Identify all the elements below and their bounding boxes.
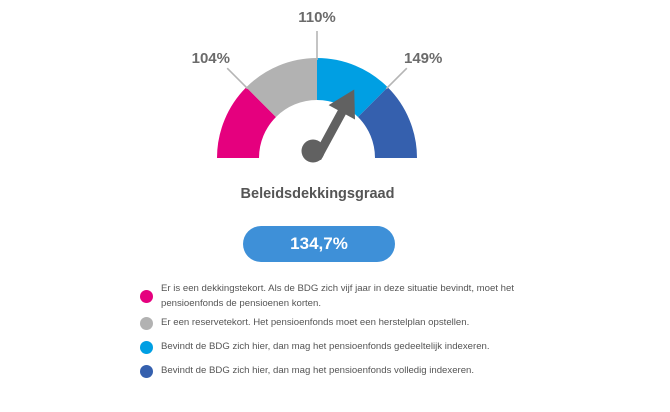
legend-item: Bevindt de BDG zich hier, dan mag het pe…	[140, 339, 531, 354]
legend-item: Er een reservetekort. Het pensioenfonds …	[140, 315, 531, 330]
legend-text: Bevindt de BDG zich hier, dan mag het pe…	[161, 365, 475, 376]
segment-volledig	[358, 87, 417, 158]
legend-dot	[140, 290, 153, 303]
legend-text: Er een reservetekort. Het pensioenfonds …	[161, 317, 470, 328]
threshold-tick-149	[385, 67, 408, 90]
value-badge: 134,7%	[243, 226, 395, 262]
legend-dot	[140, 341, 153, 354]
chart-title: Beleidsdekkingsgraad	[240, 186, 395, 202]
legend-text: Bevindt de BDG zich hier, dan mag het pe…	[161, 341, 490, 352]
threshold-label-149: 149%	[404, 50, 442, 67]
gauge-chart: 104% 110% 149%	[192, 9, 442, 163]
legend-item: Er is een dekkingstekort. Als de BDG zic…	[140, 281, 531, 311]
legend-item: Bevindt de BDG zich hier, dan mag het pe…	[140, 363, 531, 378]
legend-dot	[140, 365, 153, 378]
gauge-needle	[313, 89, 355, 161]
legend-text: Er is een dekkingstekort. Als de BDG zic…	[161, 283, 515, 309]
threshold-tick-104	[226, 67, 249, 90]
needle-pivot	[301, 139, 325, 163]
segment-reservetekort	[246, 58, 317, 117]
legend-dot	[140, 317, 153, 330]
threshold-label-110: 110%	[298, 9, 336, 26]
threshold-label-104: 104%	[192, 50, 230, 67]
segment-dekkingstekort	[217, 87, 276, 158]
